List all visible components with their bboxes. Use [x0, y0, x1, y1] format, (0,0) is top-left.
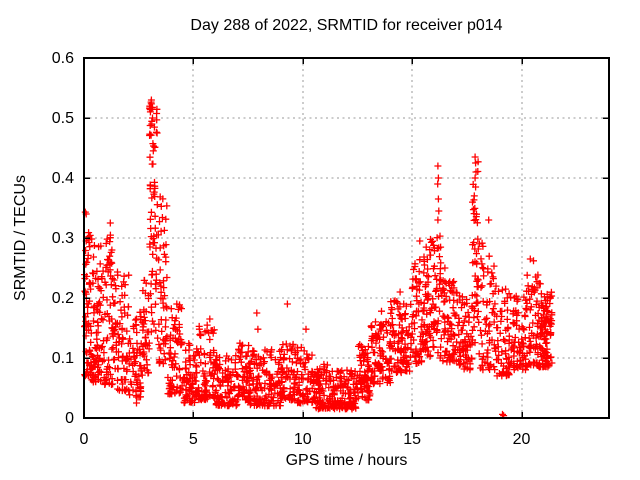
- y-tick-labels: 0 0.1 0.2 0.3 0.4 0.5 0.6: [52, 50, 74, 427]
- x-tick-label: 15: [403, 431, 421, 448]
- x-axis-label: GPS time / hours: [285, 452, 408, 469]
- x-tick-label: 20: [513, 431, 531, 448]
- data-points: [81, 96, 556, 420]
- y-tick-label: 0.4: [52, 170, 74, 187]
- y-tick-label: 0.6: [52, 50, 74, 67]
- y-tick-label: 0.5: [52, 110, 74, 127]
- x-tick-label: 0: [80, 431, 89, 448]
- chart-title: Day 288 of 2022, SRMTID for receiver p01…: [190, 17, 503, 34]
- y-tick-label: 0: [65, 410, 74, 427]
- x-tick-label: 10: [294, 431, 312, 448]
- x-tick-label: 5: [189, 431, 198, 448]
- y-tick-label: 0.3: [52, 230, 74, 247]
- x-tick-labels: 0 5 10 15 20: [80, 431, 531, 448]
- axis-ticks: [83, 57, 609, 419]
- y-tick-label: 0.2: [52, 290, 74, 307]
- y-tick-label: 0.1: [52, 350, 74, 367]
